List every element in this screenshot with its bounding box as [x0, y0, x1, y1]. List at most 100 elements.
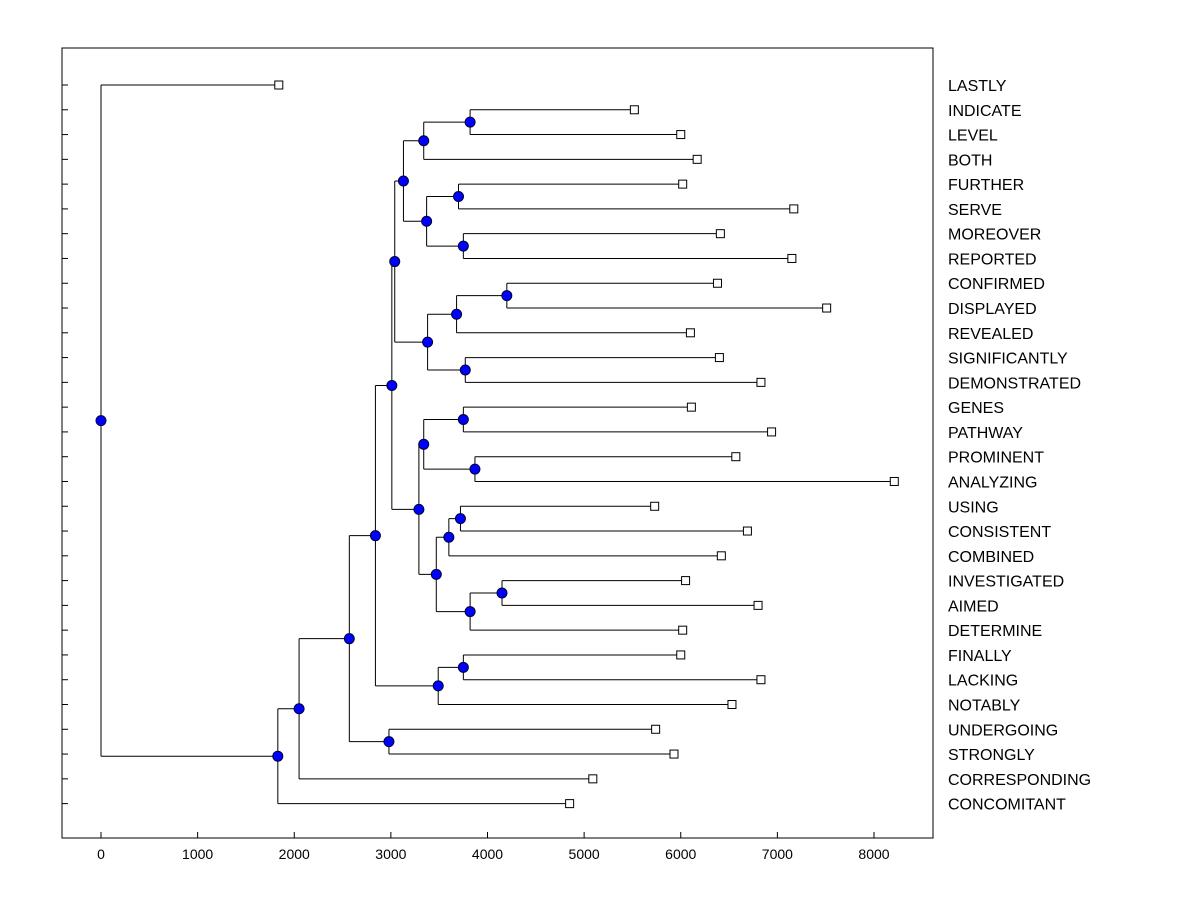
- dendrogram-links: [100, 84, 895, 805]
- leaf-label-lacking: LACKING: [948, 673, 1018, 690]
- leaf-marker-finally: [676, 650, 686, 660]
- leaf-marker-further: [678, 179, 688, 189]
- x-tick-label: 3000: [375, 846, 406, 862]
- merge-node-n18: [464, 606, 476, 618]
- merge-node-n14: [418, 438, 430, 450]
- leaf-label-demonstrated: DEMONSTRATED: [948, 375, 1081, 392]
- merge-nodes: [95, 116, 513, 762]
- leaf-label-genes: GENES: [948, 400, 1004, 417]
- leaf-label-serve: SERVE: [948, 202, 1002, 219]
- leaf-marker-using: [650, 501, 660, 511]
- leaf-label-lastly: LASTLY: [948, 78, 1007, 95]
- leaf-marker-corresponding: [588, 774, 598, 784]
- merge-node-n2: [418, 135, 430, 147]
- merge-node-n12: [457, 414, 469, 426]
- merge-node-n10: [422, 336, 434, 348]
- leaf-label-analyzing: ANALYZING: [948, 474, 1038, 491]
- leaf-label-combined: COMBINED: [948, 549, 1034, 566]
- leaf-label-further: FURTHER: [948, 177, 1024, 194]
- leaf-marker-undergoing: [651, 724, 661, 734]
- merge-node-n1: [464, 116, 476, 128]
- leaf-label-determine: DETERMINE: [948, 623, 1042, 640]
- x-tick-label: 2000: [279, 846, 310, 862]
- merge-node-n4: [457, 240, 469, 252]
- leaf-marker-investigated: [681, 576, 691, 586]
- leaf-tick-marks: [62, 84, 68, 805]
- leaf-marker-confirmed: [712, 278, 722, 288]
- merge-node-n15: [454, 513, 466, 525]
- x-axis: 0 1000 2000 3000 4000 5000 6000 7000 8000: [97, 832, 890, 862]
- merge-node-n9: [459, 364, 471, 376]
- merge-node-n23: [432, 680, 444, 692]
- leaf-labels: LASTLY INDICATE LEVEL BOTH FURTHER SERVE MOREO…: [948, 78, 1091, 814]
- leaf-marker-reported: [787, 253, 797, 263]
- leaf-label-consistent: CONSISTENT: [948, 524, 1051, 541]
- merge-node-n3: [453, 191, 465, 203]
- merge-node-n26: [343, 633, 355, 645]
- merge-node-n28: [272, 750, 284, 762]
- merge-node-n8: [451, 308, 463, 320]
- leaf-marker-both: [692, 154, 702, 164]
- leaf-label-level: LEVEL: [948, 128, 998, 145]
- leaf-label-displayed: DISPLAYED: [948, 301, 1037, 318]
- x-tick-label: 7000: [762, 846, 793, 862]
- leaf-marker-aimed: [753, 600, 763, 610]
- leaf-label-both: BOTH: [948, 152, 992, 169]
- x-tick-label: 0: [97, 846, 105, 862]
- x-tick-label: 1000: [182, 846, 213, 862]
- leaf-label-corresponding: CORRESPONDING: [948, 772, 1091, 789]
- merge-node-n7: [501, 290, 513, 302]
- leaf-marker-combined: [716, 551, 726, 561]
- merge-node-n16: [443, 531, 455, 543]
- leaf-marker-level: [676, 130, 686, 140]
- leaf-label-reported: REPORTED: [948, 251, 1037, 268]
- leaf-marker-determine: [678, 625, 688, 635]
- merge-node-n24: [369, 530, 381, 542]
- x-tick-label: 6000: [665, 846, 696, 862]
- leaf-label-strongly: STRONGLY: [948, 747, 1035, 764]
- x-tick-label: 4000: [472, 846, 503, 862]
- leaf-marker-pathway: [767, 427, 777, 437]
- leaf-label-undergoing: UNDERGOING: [948, 722, 1058, 739]
- leaf-label-finally: FINALLY: [948, 648, 1012, 665]
- leaf-marker-displayed: [822, 303, 832, 313]
- merge-node-n21: [386, 379, 398, 391]
- merge-node-n5: [421, 215, 433, 227]
- leaf-label-using: USING: [948, 499, 999, 516]
- merge-node-n22: [457, 661, 469, 673]
- leaf-marker-analyzing: [889, 476, 899, 486]
- leaf-marker-genes: [686, 402, 696, 412]
- merge-node-root: [95, 415, 107, 427]
- leaf-marker-moreover: [715, 229, 725, 239]
- leaf-label-pathway: PATHWAY: [948, 425, 1023, 442]
- leaf-markers: [274, 80, 899, 809]
- leaf-marker-significantly: [714, 353, 724, 363]
- leaf-marker-prominent: [731, 452, 741, 462]
- x-tick-label: 5000: [569, 846, 600, 862]
- leaf-marker-strongly: [669, 749, 679, 759]
- leaf-marker-demonstrated: [756, 377, 766, 387]
- leaf-marker-lastly: [274, 80, 284, 90]
- leaf-marker-serve: [789, 204, 799, 214]
- leaf-marker-indicate: [629, 105, 639, 115]
- merge-node-n19: [430, 568, 442, 580]
- merge-node-n17: [496, 587, 508, 599]
- leaf-marker-notably: [727, 700, 737, 709]
- leaf-label-indicate: INDICATE: [948, 103, 1021, 120]
- leaf-label-notably: NOTABLY: [948, 698, 1021, 715]
- plot-frame: [61, 47, 934, 839]
- leaf-label-confirmed: CONFIRMED: [948, 276, 1045, 293]
- merge-node-n25: [383, 736, 395, 748]
- leaf-label-aimed: AIMED: [948, 598, 999, 615]
- x-tick-label: 8000: [858, 846, 889, 862]
- leaf-label-significantly: SIGNIFICANTLY: [948, 351, 1068, 368]
- leaf-label-concomitant: CONCOMITANT: [948, 797, 1066, 814]
- merge-node-n13: [469, 463, 481, 475]
- merge-node-n27: [293, 703, 305, 715]
- leaf-marker-concomitant: [565, 799, 575, 809]
- leaf-marker-consistent: [742, 526, 752, 536]
- leaf-label-prominent: PROMINENT: [948, 450, 1044, 467]
- merge-node-n6: [397, 175, 409, 187]
- leaf-marker-revealed: [685, 328, 695, 338]
